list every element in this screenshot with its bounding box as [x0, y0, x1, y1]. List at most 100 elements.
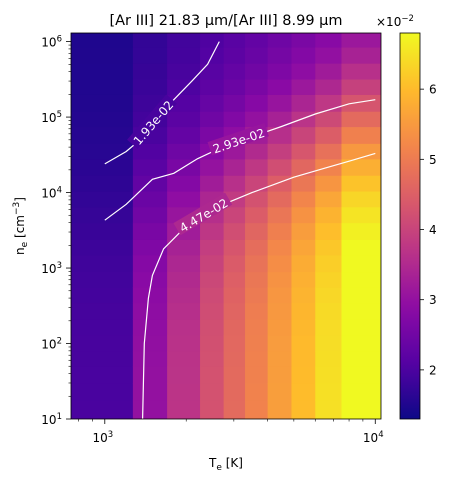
heatmap-cell: [291, 33, 316, 48]
heatmap-cell: [200, 319, 225, 336]
y-tick-label: 102: [41, 337, 62, 352]
heatmap-cell: [223, 254, 246, 273]
heatmap-cell: [71, 63, 134, 80]
heatmap-cell: [200, 94, 225, 112]
colorbar-tick-label: 3: [429, 293, 437, 307]
heatmap-cell: [315, 143, 343, 160]
heatmap-cell: [223, 319, 246, 336]
x-tick-label: 103: [92, 430, 113, 445]
heatmap-cell: [267, 271, 293, 288]
heatmap-cell: [132, 158, 168, 176]
heatmap-cell: [267, 111, 293, 128]
heatmap-cell: [71, 206, 134, 224]
heatmap-cell: [291, 46, 316, 64]
heatmap-cell: [291, 78, 316, 95]
heatmap-cell: [341, 271, 381, 288]
heatmap-cell: [291, 126, 316, 144]
chart-title: [Ar III] 21.83 μm/[Ar III] 8.99 μm: [109, 13, 342, 29]
heatmap-cell: [223, 63, 246, 80]
heatmap-cell: [315, 399, 343, 419]
heatmap-cell: [71, 366, 134, 384]
heatmap-cell: [132, 33, 168, 48]
heatmap-cell: [267, 302, 293, 320]
heatmap-cell: [341, 350, 381, 367]
heatmap-cell: [71, 271, 134, 288]
heatmap-cell: [267, 190, 293, 208]
heatmap-cell: [291, 239, 316, 256]
heatmap-cell: [71, 78, 134, 95]
heatmap-cell: [167, 126, 201, 144]
heatmap-cell: [200, 334, 225, 352]
heatmap-cell: [71, 222, 134, 240]
heatmap-cell: [71, 94, 134, 112]
colorbar: [400, 33, 420, 419]
heatmap-cell: [223, 366, 246, 384]
heatmap-cell: [341, 175, 381, 192]
heatmap-cell: [341, 239, 381, 256]
heatmap-cell: [291, 366, 316, 384]
heatmap-cell: [341, 319, 381, 336]
heatmap-cell: [291, 94, 316, 112]
heatmap-cell: [315, 206, 343, 224]
heatmap-cell: [71, 334, 134, 352]
heatmap-cell: [71, 126, 134, 144]
heatmap-cell: [200, 271, 225, 288]
heatmap-cell: [245, 63, 269, 80]
heatmap-cell: [245, 366, 269, 384]
heatmap-cell: [315, 222, 343, 240]
heatmap-cell: [315, 126, 343, 144]
heatmap-cell: [223, 350, 246, 367]
heatmap-cell: [291, 175, 316, 192]
heatmap-cell: [223, 46, 246, 64]
y-tick-label: 105: [41, 110, 62, 125]
heatmap-cell: [291, 206, 316, 224]
colorbar-tick-label: 6: [429, 83, 437, 97]
heatmap-cell: [132, 222, 168, 240]
heatmap-cell: [200, 399, 225, 419]
heatmap-cell: [132, 399, 168, 419]
y-tick-label: 104: [41, 186, 62, 201]
heatmap-cell: [167, 111, 201, 128]
heatmap-cell: [315, 302, 343, 320]
heatmap-cell: [315, 78, 343, 95]
heatmap-cell: [341, 302, 381, 320]
heatmap-cell: [315, 111, 343, 128]
y-axis: 101 102 103 104 105 106: [41, 35, 71, 427]
heatmap-cell: [267, 254, 293, 273]
heatmap-cell: [267, 287, 293, 304]
heatmap-cell: [315, 366, 343, 384]
heatmap-cell: [223, 382, 246, 401]
heatmap-cell: [71, 158, 134, 176]
heatmap-cell: [71, 46, 134, 64]
heatmap-cell: [245, 190, 269, 208]
colorbar-ticks: 2 3 4 5 6: [420, 83, 437, 377]
heatmap-cell: [245, 158, 269, 176]
heatmap-cell: [132, 78, 168, 95]
heatmap-cell: [167, 190, 201, 208]
heatmap-cell: [267, 158, 293, 176]
heatmap-cell: [71, 287, 134, 304]
heatmap-cell: [223, 94, 246, 112]
heatmap-cell: [132, 63, 168, 80]
heatmap-cell: [291, 222, 316, 240]
x-axis: 103 104: [78, 419, 384, 445]
heatmap-cell: [167, 302, 201, 320]
heatmap-cell: [200, 287, 225, 304]
heatmap-cell: [315, 190, 343, 208]
heatmap-cell: [71, 350, 134, 367]
heatmap-cell: [132, 175, 168, 192]
heatmap-cell: [132, 239, 168, 256]
heatmap-cell: [167, 254, 201, 273]
heatmap-cell: [200, 222, 225, 240]
heatmap-cell: [315, 319, 343, 336]
heatmap-cell: [267, 46, 293, 64]
heatmap-cell: [245, 399, 269, 419]
heatmap-cell: [267, 334, 293, 352]
heatmap-cell: [341, 63, 381, 80]
heatmap-cell: [267, 319, 293, 336]
heatmap-cell: [245, 33, 269, 48]
heatmap-cell: [341, 158, 381, 176]
heatmap-cell: [132, 334, 168, 352]
heatmap-cell: [167, 382, 201, 401]
heatmap-cell: [315, 175, 343, 192]
